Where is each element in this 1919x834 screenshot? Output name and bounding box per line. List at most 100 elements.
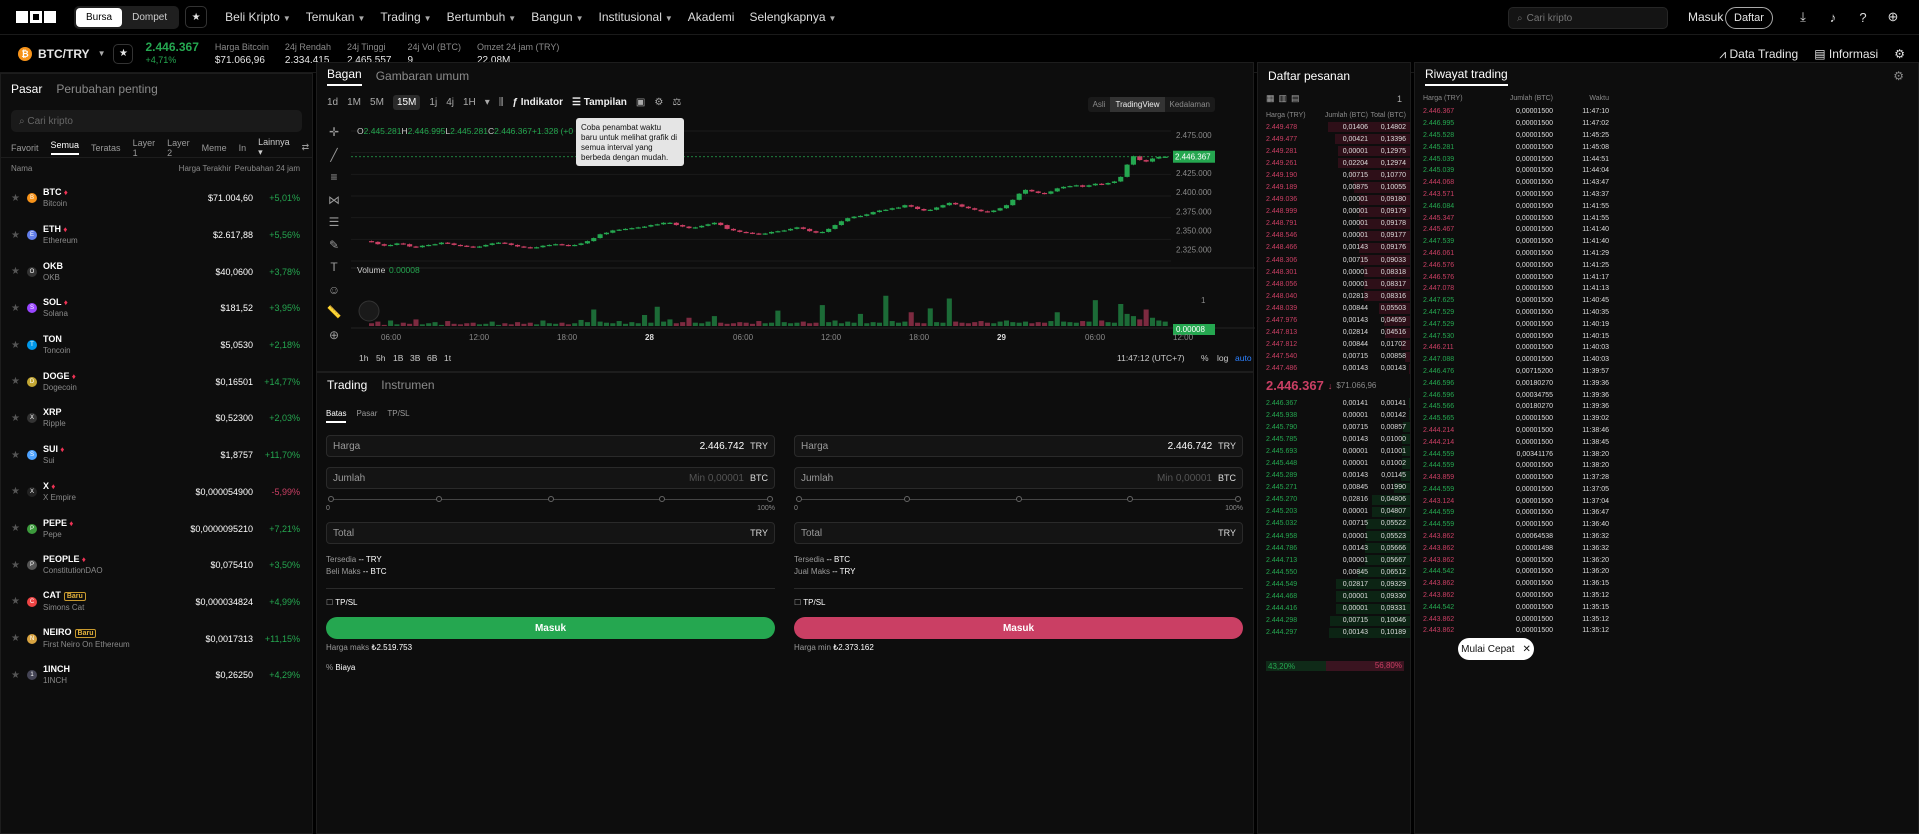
interval-5M[interactable]: 5M: [370, 96, 384, 108]
sell-price-field[interactable]: Harga 2.446.742 TRY: [794, 435, 1243, 457]
orderbook-row[interactable]: 2.447.812 0,00844 0,01702: [1258, 339, 1410, 351]
range-button[interactable]: 5h: [376, 353, 386, 363]
orderbook-row[interactable]: 2.445.448 0,00001 0,01002: [1258, 457, 1410, 469]
orderbook-row[interactable]: 2.448.306 0,00715 0,09033: [1258, 254, 1410, 266]
category-tab[interactable]: Layer 2: [167, 137, 190, 158]
market-row[interactable]: ★ O OKB OKB $40,0600 +3,78%: [1, 253, 312, 290]
tab-instruments[interactable]: Instrumen: [381, 378, 435, 392]
bell-icon[interactable]: ♪: [1829, 9, 1837, 25]
order-type-tab[interactable]: Pasar: [356, 409, 378, 418]
category-tab[interactable]: In: [238, 142, 247, 153]
display-button[interactable]: ☰ Tampilan: [572, 97, 627, 108]
orderbook-row[interactable]: 2.444.786 0,00143 0,05666: [1258, 542, 1410, 554]
nav-item[interactable]: Beli Kripto ▼: [225, 10, 291, 24]
signup-button[interactable]: Daftar: [1725, 7, 1773, 29]
buy-amount-field[interactable]: Jumlah Min 0,00001 BTC: [326, 467, 775, 489]
emoji-icon[interactable]: ☺: [327, 282, 341, 297]
nav-item[interactable]: Institusional ▼: [598, 10, 672, 24]
interval-1j[interactable]: 1j: [429, 96, 438, 108]
orderbook-row[interactable]: 2.449.477 0,00421 0,13396: [1258, 133, 1410, 145]
range-button[interactable]: 3B: [410, 353, 421, 363]
star-icon[interactable]: ★: [11, 523, 20, 535]
orderbook-row[interactable]: 2.444.550 0,00845 0,06512: [1258, 566, 1410, 578]
slider-step[interactable]: [547, 496, 554, 502]
star-icon[interactable]: ★: [11, 266, 20, 278]
scale-log[interactable]: log: [1217, 353, 1229, 363]
gear-icon[interactable]: ⚙: [654, 96, 664, 108]
filter-icon[interactable]: ⚙: [1893, 69, 1904, 83]
close-icon[interactable]: ✕: [1522, 643, 1531, 655]
crosshair-icon[interactable]: ✛: [328, 125, 340, 140]
star-icon[interactable]: ★: [11, 229, 20, 241]
buy-price-field[interactable]: Harga 2.446.742 TRY: [326, 435, 775, 457]
orderbook-row[interactable]: 2.449.281 0,00001 0,12975: [1258, 145, 1410, 157]
trading-data-link[interactable]: ⩘ Data Trading: [1719, 47, 1799, 61]
orderbook-row[interactable]: 2.444.297 0,00143 0,10189: [1258, 627, 1410, 639]
orderbook-row[interactable]: 2.446.367 0,00141 0,00141: [1258, 397, 1410, 409]
interval-1d[interactable]: 1d: [327, 96, 339, 108]
orderbook-row[interactable]: 2.447.813 0,02814 0,04516: [1258, 327, 1410, 339]
sell-amount-field[interactable]: Jumlah Min 0,00001 BTC: [794, 467, 1243, 489]
category-tab[interactable]: Semua: [50, 140, 80, 155]
order-type-tab[interactable]: TP/SL: [387, 409, 410, 418]
asks-view-icon[interactable]: ▤: [1291, 93, 1300, 103]
sell-tpsl-checkbox[interactable]: ☐ TP/SL: [794, 598, 826, 607]
orderbook-row[interactable]: 2.445.203 0,00001 0,04807: [1258, 506, 1410, 518]
star-icon[interactable]: ★: [11, 302, 20, 314]
chevron-down-icon[interactable]: ▾: [484, 96, 490, 108]
fib-icon[interactable]: ☰: [328, 215, 340, 230]
lines-icon[interactable]: ≡: [330, 170, 338, 185]
orderbook-row[interactable]: 2.444.416 0,00001 0,09331: [1258, 603, 1410, 615]
orderbook-row[interactable]: 2.448.791 0,00001 0,09178: [1258, 218, 1410, 230]
tab-market[interactable]: Pasar: [11, 82, 43, 96]
indicator-button[interactable]: ƒ Indikator: [512, 97, 563, 108]
view-kedalaman[interactable]: Kedalaman: [1169, 100, 1210, 109]
download-icon[interactable]: ⤓: [1800, 9, 1806, 24]
fee-link[interactable]: % Biaya: [326, 663, 356, 672]
slider-step[interactable]: [1235, 496, 1241, 502]
orderbook-row[interactable]: 2.447.486 0,00143 0,00143: [1258, 363, 1410, 375]
info-link[interactable]: ▤ Informasi: [1814, 47, 1879, 61]
sell-button[interactable]: Masuk: [794, 617, 1243, 639]
star-icon[interactable]: ★: [11, 449, 20, 461]
orderbook-row[interactable]: 2.445.270 0,02816 0,04806: [1258, 494, 1410, 506]
orderbook-row[interactable]: 2.445.032 0,00715 0,05522: [1258, 518, 1410, 530]
orderbook-row[interactable]: 2.449.261 0,02204 0,12974: [1258, 157, 1410, 169]
orderbook-row[interactable]: 2.444.958 0,00001 0,05523: [1258, 530, 1410, 542]
text-icon[interactable]: T: [330, 260, 338, 275]
orderbook-row[interactable]: 2.444.298 0,00715 0,10046: [1258, 615, 1410, 627]
help-icon[interactable]: ?: [1859, 9, 1867, 25]
nav-item[interactable]: Bertumbuh ▼: [447, 10, 517, 24]
star-icon[interactable]: ★: [11, 192, 20, 204]
interval-15M[interactable]: 15M: [392, 94, 421, 110]
star-icon[interactable]: ★: [11, 669, 20, 681]
tab-trading[interactable]: Trading: [327, 378, 368, 392]
orderbook-row[interactable]: 2.445.289 0,00143 0,01145: [1258, 470, 1410, 482]
chevron-down-icon[interactable]: ▼: [97, 49, 106, 58]
star-icon[interactable]: ★: [11, 559, 20, 571]
star-icon[interactable]: ★: [185, 6, 208, 28]
orderbook-row[interactable]: 2.448.546 0,00001 0,09177: [1258, 230, 1410, 242]
category-tab[interactable]: Favorit: [11, 142, 39, 153]
market-row[interactable]: ★ X XRP Ripple $0,52300 +2,03%: [1, 400, 312, 437]
orderbook-row[interactable]: 2.444.468 0,00001 0,09330: [1258, 590, 1410, 602]
orderbook-row[interactable]: 2.445.693 0,00001 0,01001: [1258, 445, 1410, 457]
range-button[interactable]: 1h: [359, 353, 369, 363]
globe-icon[interactable]: ⊕: [1887, 9, 1899, 24]
tab-chart[interactable]: Bagan: [327, 67, 362, 86]
orderbook-row[interactable]: 2.449.478 0,01406 0,14802: [1258, 121, 1410, 133]
range-button[interactable]: 6B: [427, 353, 438, 363]
favorite-star-icon[interactable]: ★: [113, 43, 134, 64]
nav-item[interactable]: Temukan ▼: [306, 10, 366, 24]
depth-select[interactable]: 1: [1396, 93, 1402, 104]
category-tab[interactable]: Layer 1: [132, 137, 156, 158]
range-button[interactable]: 1t: [444, 353, 452, 363]
interval-4j[interactable]: 4j: [446, 96, 454, 108]
orderbook-row[interactable]: 2.445.938 0,00001 0,00142: [1258, 409, 1410, 421]
orderbook-row[interactable]: 2.449.190 0,00715 0,10770: [1258, 169, 1410, 181]
buy-slider[interactable]: [328, 495, 773, 505]
slider-step[interactable]: [436, 496, 443, 502]
slider-step[interactable]: [904, 496, 911, 502]
pattern-icon[interactable]: ⋈: [328, 192, 340, 207]
category-tab[interactable]: Meme: [201, 142, 227, 153]
